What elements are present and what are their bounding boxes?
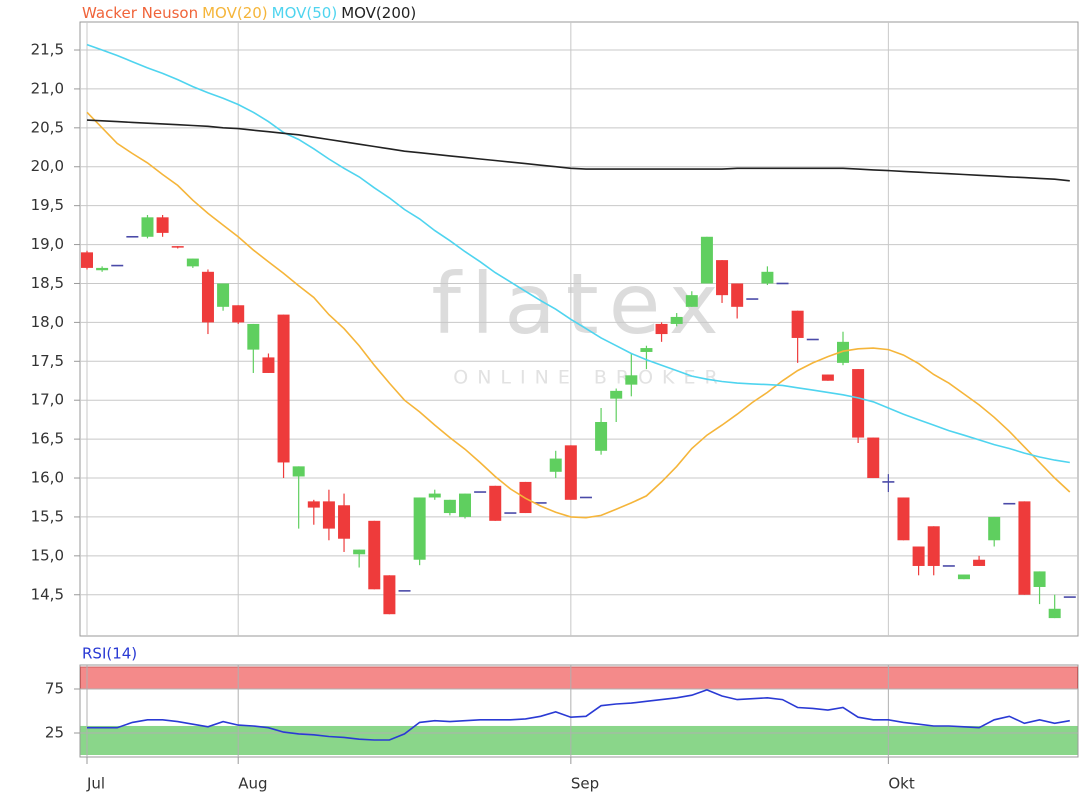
candle-body xyxy=(81,252,93,268)
candle-body xyxy=(791,310,804,338)
watermark-tagline: ONLINE BROKER xyxy=(453,367,726,389)
candle-body xyxy=(988,516,1001,541)
ma-line xyxy=(86,119,1070,182)
candle-body xyxy=(821,374,834,381)
candle-body xyxy=(625,375,638,385)
y-tick-label: 19,0 xyxy=(31,235,64,253)
y-tick-label: 17,0 xyxy=(31,391,64,409)
y-tick-label: 19,5 xyxy=(31,196,64,214)
candle-body xyxy=(670,316,683,324)
candle-body xyxy=(927,526,940,566)
candle-body xyxy=(186,258,199,267)
y-tick-label: 21,0 xyxy=(31,79,64,97)
candle-body xyxy=(96,267,109,271)
candle-body xyxy=(292,466,305,477)
rsi-tick-label: 25 xyxy=(45,724,64,742)
legend-entry: MOV(20) xyxy=(202,4,268,22)
candle-body xyxy=(912,546,925,566)
x-tick-label: Jul xyxy=(86,775,105,793)
candle-body xyxy=(307,501,320,508)
candle-body xyxy=(353,549,366,555)
watermark-logo: flatex xyxy=(431,255,728,353)
candle-body xyxy=(1018,501,1031,595)
candle-body xyxy=(156,217,169,233)
candle-body xyxy=(1033,571,1046,587)
candle-body xyxy=(277,314,290,463)
candle-body xyxy=(610,390,623,399)
y-tick-label: 15,5 xyxy=(31,507,64,525)
x-tick-label: Sep xyxy=(571,775,599,793)
candle-body xyxy=(973,559,986,566)
candle-body xyxy=(217,283,230,307)
y-tick-label: 20,0 xyxy=(31,157,64,175)
ma-line xyxy=(86,43,1070,464)
candle-body xyxy=(1048,608,1061,619)
candle-body xyxy=(564,445,577,500)
ma-line xyxy=(86,111,1071,519)
candle-body xyxy=(413,497,426,560)
candle-body xyxy=(489,485,502,521)
candle-body xyxy=(383,575,396,615)
candle-body xyxy=(141,217,154,237)
candle-body xyxy=(338,505,351,539)
candle-body xyxy=(247,323,260,350)
y-tick-label: 21,5 xyxy=(31,41,64,59)
x-tick-label: Aug xyxy=(238,775,267,793)
y-tick-label: 20,5 xyxy=(31,118,64,136)
y-tick-label: 18,5 xyxy=(31,274,64,292)
y-tick-label: 18,0 xyxy=(31,313,64,331)
y-tick-label: 14,5 xyxy=(31,585,64,603)
candle-body xyxy=(700,236,713,284)
y-tick-label: 16,5 xyxy=(31,430,64,448)
rsi-band xyxy=(80,666,1078,690)
legend-entry: Wacker Neuson xyxy=(82,4,198,22)
candle-body xyxy=(957,574,970,580)
candle-body xyxy=(232,305,245,323)
rsi-band xyxy=(80,725,1078,755)
candle-body xyxy=(459,493,471,517)
candle-body xyxy=(595,421,608,451)
candle-body xyxy=(201,271,214,323)
x-tick-label: Okt xyxy=(888,775,914,793)
candle-body xyxy=(443,499,456,514)
legend-entry: MOV(200) xyxy=(341,4,416,22)
candle-body xyxy=(262,357,275,373)
candle-body xyxy=(685,295,698,307)
candle-body xyxy=(867,437,880,479)
rsi-tick-label: 75 xyxy=(45,680,64,698)
candle-body xyxy=(655,323,668,335)
candle-body xyxy=(549,458,562,472)
rsi-title: RSI(14) xyxy=(82,645,137,663)
candle-body xyxy=(761,271,774,284)
legend: Wacker Neuson MOV(20) MOV(50) MOV(200) xyxy=(82,4,416,22)
rsi-line xyxy=(87,689,1070,741)
candle-body xyxy=(640,348,653,352)
candle-body xyxy=(852,369,865,438)
y-tick-label: 15,0 xyxy=(31,546,64,564)
price-panel xyxy=(79,21,1079,637)
candle-body xyxy=(897,497,910,541)
candle-body xyxy=(716,260,729,296)
candle-body xyxy=(368,520,381,590)
candle-body xyxy=(428,493,441,498)
candle-body xyxy=(322,501,335,529)
y-tick-label: 17,5 xyxy=(31,352,64,370)
y-tick-label: 16,0 xyxy=(31,469,64,487)
candle-body xyxy=(837,341,849,363)
legend-entry: MOV(50) xyxy=(272,4,338,22)
candle-body xyxy=(171,246,184,248)
candle-body xyxy=(731,283,744,307)
